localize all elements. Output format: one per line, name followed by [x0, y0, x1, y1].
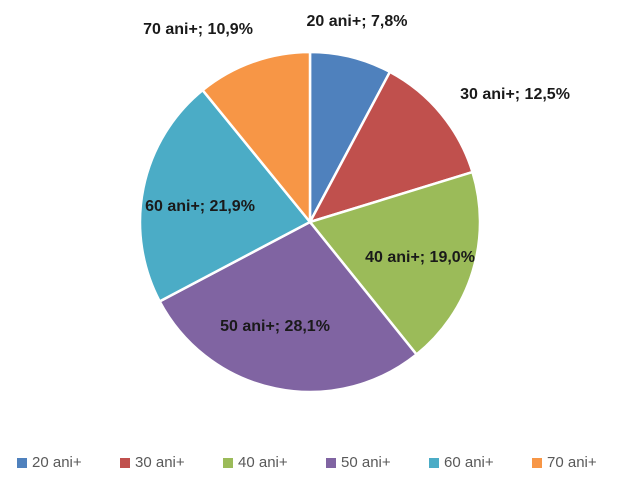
legend-label: 70 ani+ — [547, 454, 597, 471]
data-label: 50 ani+; 28,1% — [220, 318, 330, 335]
data-label: 30 ani+; 12,5% — [460, 86, 570, 103]
data-label: 20 ani+; 7,8% — [307, 13, 408, 30]
legend-label: 20 ani+ — [32, 454, 82, 471]
pie-slice — [307, 170, 482, 357]
data-label: 60 ani+; 21,9% — [145, 198, 255, 215]
legend-swatch — [532, 458, 542, 468]
legend-label: 50 ani+ — [341, 454, 391, 471]
legend-swatch — [223, 458, 233, 468]
pie-slice — [157, 220, 419, 394]
pie-slice — [138, 88, 312, 304]
legend-swatch — [429, 458, 439, 468]
data-label: 40 ani+; 19,0% — [365, 249, 475, 266]
legend-label: 30 ani+ — [135, 454, 185, 471]
legend-swatch — [120, 458, 130, 468]
legend-swatch — [17, 458, 27, 468]
legend-swatch — [326, 458, 336, 468]
pie-slice — [200, 50, 312, 226]
data-label: 70 ani+; 10,9% — [143, 21, 253, 38]
legend-label: 60 ani+ — [444, 454, 494, 471]
legend-label: 40 ani+ — [238, 454, 288, 471]
